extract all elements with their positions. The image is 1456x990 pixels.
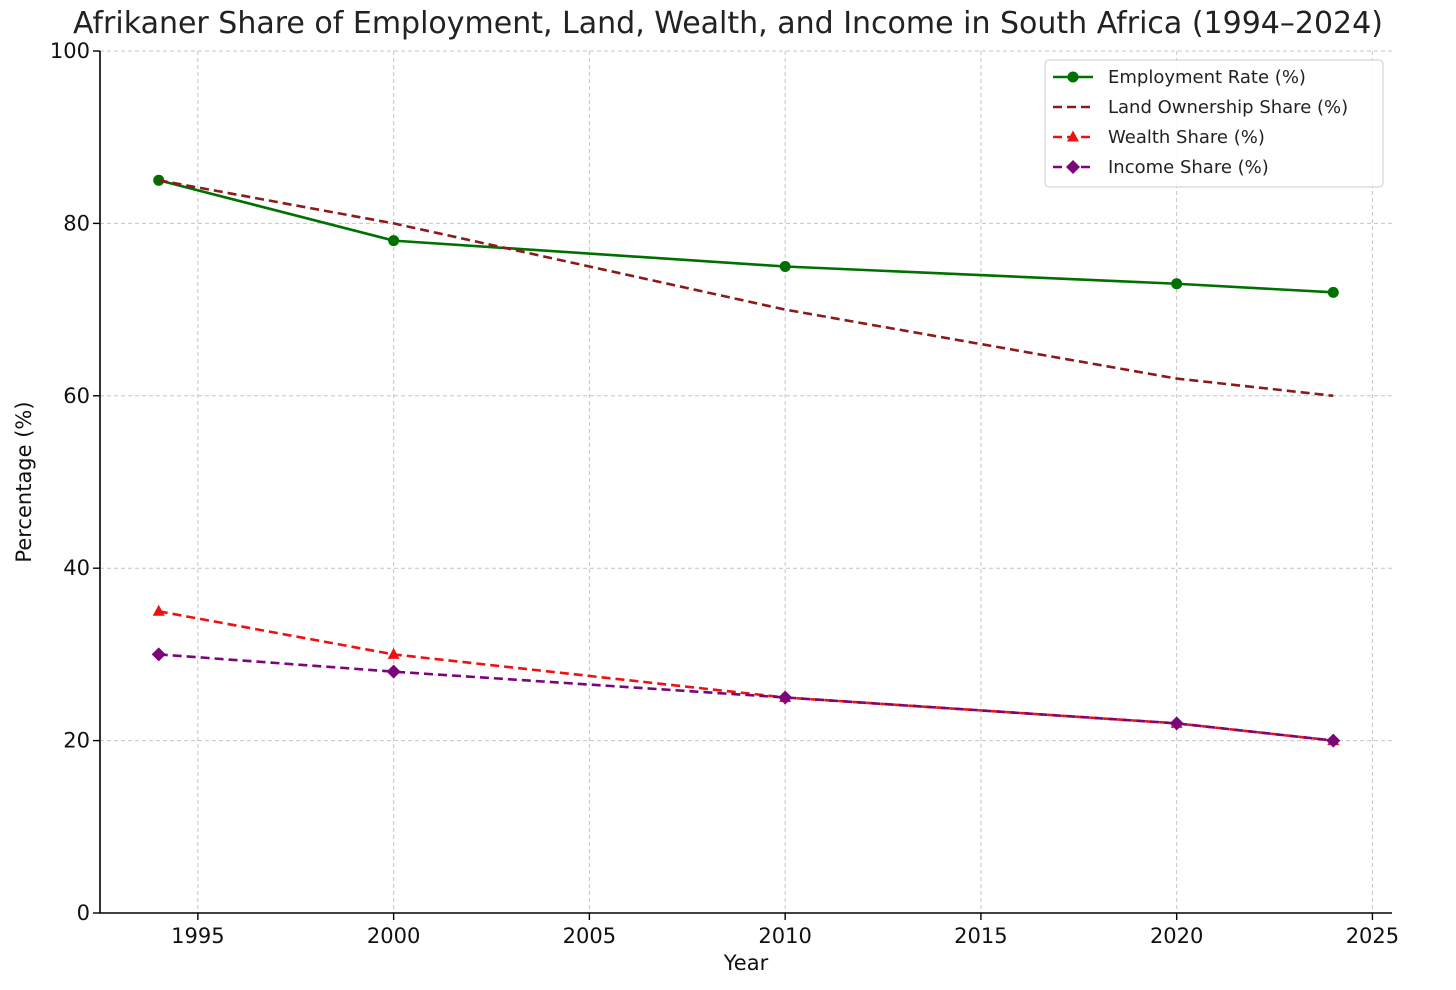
data-point-circle (1327, 286, 1339, 298)
legend-marker (1066, 160, 1080, 174)
series-land-ownership-share (158, 179, 1334, 398)
x-tick-label: 2000 (367, 924, 420, 948)
y-tick-label: 80 (63, 211, 90, 235)
series-income-share (151, 647, 1341, 748)
series-line (158, 179, 1334, 398)
tick-labels: 1995 2000 2005 2010 2015 2020 2025 0 20 40 60 80 100 (50, 39, 1399, 948)
x-tick-label: 1995 (171, 924, 224, 948)
data-point-diamond (1169, 716, 1184, 731)
x-tick-label: 2025 (1346, 924, 1399, 948)
data-point-triangle (152, 604, 165, 616)
axes (93, 50, 1392, 920)
legend-label: Income Share (%) (1108, 157, 1269, 178)
y-tick-label: 20 (63, 729, 90, 753)
x-tick-label: 2005 (563, 924, 616, 948)
data-point-circle (1171, 278, 1183, 290)
y-tick-label: 100 (50, 39, 90, 63)
data-series (151, 174, 1341, 748)
data-point-diamond (778, 690, 793, 705)
y-tick-label: 0 (77, 901, 90, 925)
chart-title: Afrikaner Share of Employment, Land, Wea… (73, 6, 1383, 41)
series-wealth-share (152, 604, 1340, 746)
y-axis-label: Percentage (%) (12, 401, 36, 562)
legend-item: Income Share (%) (1053, 157, 1269, 178)
legend: Employment Rate (%) Land Ownership Share … (1044, 59, 1384, 188)
legend-item: Land Ownership Share (%) (1053, 97, 1348, 118)
legend-marker (1067, 71, 1079, 83)
data-point-diamond (1326, 733, 1341, 748)
y-tick-label: 40 (63, 556, 90, 580)
x-tick-label: 2020 (1150, 924, 1203, 948)
series-line (158, 179, 1334, 294)
data-point-circle (779, 261, 791, 272)
data-point-triangle (387, 647, 400, 659)
legend-label: Employment Rate (%) (1108, 67, 1306, 88)
legend-item: Employment Rate (%) (1053, 67, 1306, 88)
data-point-diamond (151, 647, 166, 662)
series-line (158, 653, 1334, 742)
x-tick-label: 2010 (758, 924, 811, 948)
series-employment-rate (153, 174, 1339, 298)
legend-label: Land Ownership Share (%) (1108, 97, 1348, 118)
x-axis-label: Year (723, 951, 769, 975)
x-tick-label: 2015 (954, 924, 1007, 948)
legend-item: Wealth Share (%) (1053, 127, 1265, 148)
legend-box (1044, 59, 1384, 188)
y-tick-label: 60 (63, 384, 90, 408)
legend-label: Wealth Share (%) (1108, 127, 1265, 148)
data-point-diamond (386, 664, 401, 679)
legend-marker (1067, 130, 1079, 142)
data-point-circle (388, 235, 400, 247)
